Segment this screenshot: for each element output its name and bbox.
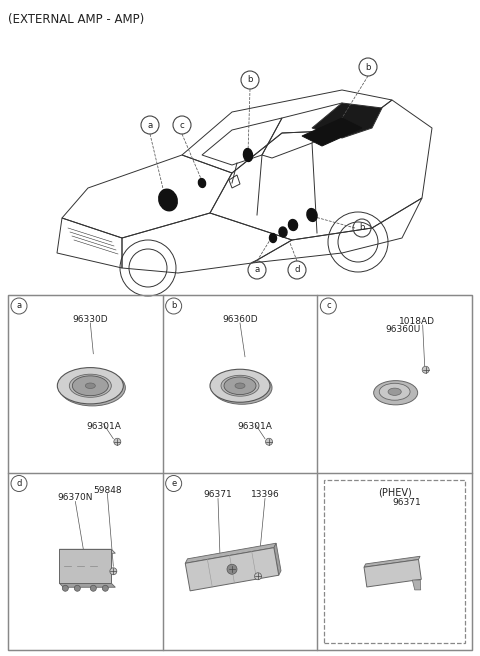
Text: 96371: 96371 [204, 490, 232, 499]
Circle shape [227, 564, 237, 574]
Text: 96330D: 96330D [72, 316, 108, 325]
Ellipse shape [212, 371, 272, 404]
Circle shape [74, 585, 80, 591]
Ellipse shape [224, 377, 256, 394]
Text: c: c [180, 121, 184, 129]
Circle shape [114, 438, 121, 445]
Ellipse shape [198, 178, 205, 188]
Circle shape [90, 585, 96, 591]
Text: d: d [294, 266, 300, 274]
Circle shape [422, 366, 429, 373]
Ellipse shape [235, 383, 245, 388]
Polygon shape [185, 548, 279, 591]
Text: a: a [254, 266, 260, 274]
Text: (PHEV): (PHEV) [378, 487, 411, 497]
Circle shape [254, 573, 262, 580]
Ellipse shape [288, 220, 298, 230]
Text: 1018AD: 1018AD [399, 316, 435, 325]
Circle shape [102, 585, 108, 591]
Polygon shape [302, 118, 362, 146]
Ellipse shape [388, 388, 401, 396]
Circle shape [62, 585, 68, 591]
Text: b: b [171, 302, 176, 310]
Ellipse shape [279, 227, 287, 237]
Polygon shape [364, 556, 420, 567]
Bar [324, 480, 465, 643]
Text: b: b [365, 62, 371, 72]
Ellipse shape [221, 375, 259, 396]
Polygon shape [60, 549, 115, 553]
Text: 96370N: 96370N [58, 493, 93, 502]
Text: 96371: 96371 [392, 498, 421, 507]
Bar [8, 472, 163, 650]
Ellipse shape [72, 376, 108, 396]
Ellipse shape [57, 367, 123, 404]
Text: e: e [171, 479, 176, 488]
Bar [317, 472, 472, 650]
Polygon shape [364, 560, 421, 587]
Ellipse shape [269, 234, 276, 243]
Bar [60, 549, 111, 583]
Text: (EXTERNAL AMP - AMP): (EXTERNAL AMP - AMP) [8, 13, 144, 26]
Circle shape [110, 567, 117, 575]
Text: 13396: 13396 [251, 490, 279, 499]
Ellipse shape [379, 383, 410, 400]
Text: b: b [359, 224, 365, 232]
Polygon shape [60, 583, 115, 587]
Ellipse shape [210, 369, 270, 402]
Text: 96301A: 96301A [238, 422, 273, 431]
Ellipse shape [159, 189, 177, 211]
Polygon shape [274, 543, 281, 575]
Text: 59848: 59848 [93, 486, 121, 495]
Bar [8, 295, 163, 472]
Text: 96301A: 96301A [86, 422, 121, 431]
Text: a: a [147, 121, 153, 129]
Text: b: b [247, 75, 253, 85]
Ellipse shape [373, 380, 418, 405]
Ellipse shape [85, 383, 96, 388]
Ellipse shape [307, 209, 317, 222]
Bar [8, 295, 472, 650]
Text: 96360D: 96360D [222, 316, 258, 325]
Text: d: d [16, 479, 22, 488]
Text: a: a [16, 302, 22, 310]
Circle shape [265, 438, 273, 445]
Ellipse shape [60, 369, 125, 406]
Bar [163, 295, 317, 472]
Polygon shape [312, 103, 382, 138]
Text: c: c [326, 302, 331, 310]
Ellipse shape [69, 374, 111, 398]
Polygon shape [412, 580, 421, 590]
Bar [163, 472, 317, 650]
Polygon shape [185, 543, 276, 564]
Text: 96360U: 96360U [385, 325, 420, 335]
Bar [317, 295, 472, 472]
Ellipse shape [243, 148, 252, 161]
